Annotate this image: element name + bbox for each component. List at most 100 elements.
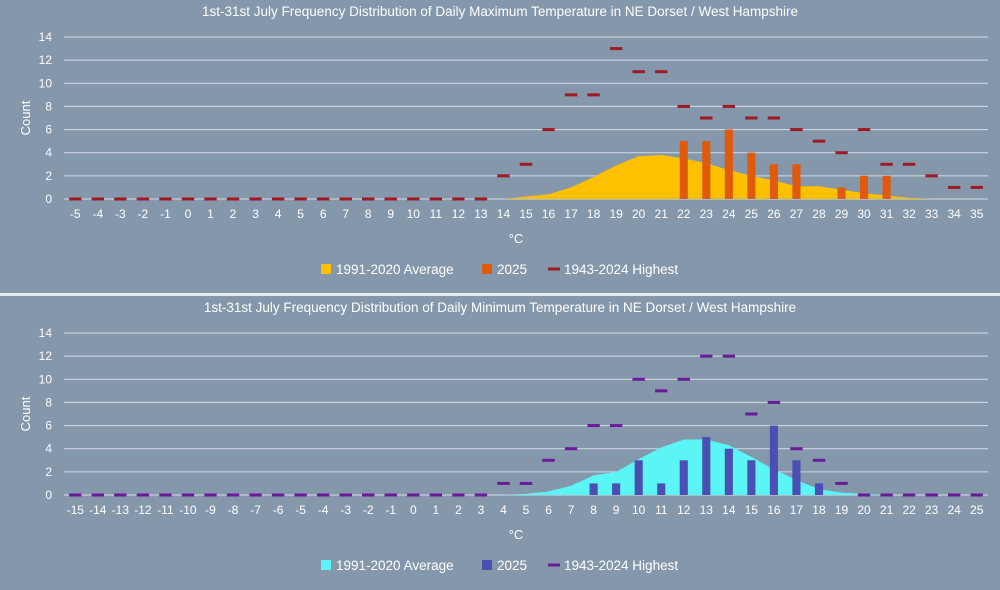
- y-tick-label: 12: [39, 53, 53, 67]
- y-tick-label: 0: [45, 192, 52, 206]
- bar-2025: [702, 141, 711, 199]
- x-tick-label: 17: [564, 207, 578, 221]
- x-tick-label: -8: [228, 503, 239, 517]
- legend-swatch-2025: [482, 264, 492, 274]
- legend-label-2025: 2025: [497, 558, 527, 573]
- x-tick-label: 2: [230, 207, 237, 221]
- x-tick-label: 10: [632, 503, 646, 517]
- x-tick-label: -7: [250, 503, 261, 517]
- x-tick-label: 24: [948, 503, 962, 517]
- x-tick-label: 6: [545, 503, 552, 517]
- x-tick-label: 11: [430, 207, 443, 221]
- x-tick-label: -3: [340, 503, 351, 517]
- x-tick-label: 25: [745, 207, 759, 221]
- y-tick-label: 8: [45, 99, 52, 113]
- y-tick-label: 6: [45, 419, 52, 433]
- x-tick-label: 13: [474, 207, 488, 221]
- x-tick-label: 15: [519, 207, 533, 221]
- y-axis-title: Count: [18, 100, 33, 135]
- x-tick-label: 2: [455, 503, 462, 517]
- bar-2025: [724, 448, 733, 495]
- x-tick-label: 21: [655, 207, 669, 221]
- x-tick-label: 9: [387, 207, 394, 221]
- y-tick-label: 14: [39, 30, 53, 44]
- x-tick-label: -14: [89, 503, 107, 517]
- x-tick-label: 14: [722, 503, 736, 517]
- x-tick-label: 19: [609, 207, 623, 221]
- x-tick-label: 16: [767, 503, 781, 517]
- bar-2025: [589, 483, 598, 495]
- x-axis-title: °C: [509, 527, 524, 542]
- x-tick-label: -2: [363, 503, 374, 517]
- x-tick-label: 13: [700, 503, 714, 517]
- x-tick-label: 18: [587, 207, 601, 221]
- x-tick-label: -15: [67, 503, 85, 517]
- x-tick-label: 6: [320, 207, 327, 221]
- average-area: [75, 439, 977, 495]
- legend: 1991-2020 Average 2025 1943-2024 Highest: [321, 262, 678, 277]
- y-tick-label: 0: [45, 488, 52, 502]
- max-temperature-chart: 1st-31st July Frequency Distribution of …: [18, 4, 988, 277]
- min-temperature-chart: 1st-31st July Frequency Distribution of …: [18, 300, 988, 573]
- x-tick-label: 3: [478, 503, 485, 517]
- chart-divider: [0, 293, 1000, 296]
- x-tick-label: 4: [500, 503, 507, 517]
- x-tick-label: 20: [632, 207, 646, 221]
- x-tick-label: -4: [92, 207, 103, 221]
- x-tick-label: -10: [179, 503, 197, 517]
- x-tick-label: 16: [542, 207, 556, 221]
- x-tick-label: 28: [812, 207, 826, 221]
- legend-swatch-average: [321, 560, 331, 570]
- x-axis-title: °C: [509, 231, 524, 246]
- legend: 1991-2020 Average 2025 1943-2024 Highest: [321, 558, 678, 573]
- y-tick-label: 10: [39, 372, 53, 386]
- x-tick-label: 12: [452, 207, 466, 221]
- y-axis-title: Count: [18, 396, 33, 431]
- x-tick-label: 33: [925, 207, 939, 221]
- x-tick-label: 22: [677, 207, 691, 221]
- y-tick-label: 12: [39, 349, 53, 363]
- bar-2025: [837, 187, 846, 199]
- x-tick-label: 21: [880, 503, 894, 517]
- x-tick-label: 7: [342, 207, 349, 221]
- x-tick-label: 15: [745, 503, 759, 517]
- x-tick-label: 5: [523, 503, 530, 517]
- bar-2025: [679, 141, 688, 199]
- x-tick-label: -5: [70, 207, 81, 221]
- x-tick-label: 24: [722, 207, 736, 221]
- bar-2025: [724, 129, 733, 199]
- x-tick-label: 19: [835, 503, 849, 517]
- bar-2025: [702, 437, 711, 495]
- bar-2025: [634, 460, 643, 495]
- x-tick-label: -13: [112, 503, 130, 517]
- legend-label-highest: 1943-2024 Highest: [564, 262, 678, 277]
- bar-2025: [769, 425, 778, 495]
- bar-2025: [679, 460, 688, 495]
- legend-label-average: 1991-2020 Average: [336, 262, 454, 277]
- x-tick-label: 30: [857, 207, 871, 221]
- y-tick-label: 2: [45, 169, 52, 183]
- legend-label-average: 1991-2020 Average: [336, 558, 454, 573]
- x-tick-label: 9: [613, 503, 620, 517]
- x-tick-label: -2: [138, 207, 149, 221]
- bar-2025: [859, 175, 869, 199]
- x-tick-label: 18: [812, 503, 826, 517]
- x-tick-label: -3: [115, 207, 126, 221]
- bar-2025: [814, 483, 824, 495]
- bar-2025: [612, 483, 621, 495]
- x-tick-label: 1: [433, 503, 440, 517]
- x-tick-label: -11: [157, 503, 174, 517]
- x-tick-label: 29: [835, 207, 849, 221]
- y-tick-label: 4: [45, 442, 52, 456]
- bar-2025: [657, 483, 666, 495]
- x-tick-label: -6: [273, 503, 284, 517]
- x-tick-label: -9: [205, 503, 216, 517]
- x-tick-label: -12: [134, 503, 152, 517]
- x-tick-label: 8: [365, 207, 372, 221]
- y-tick-label: 8: [45, 395, 52, 409]
- x-tick-label: 12: [677, 503, 691, 517]
- y-tick-label: 2: [45, 465, 52, 479]
- x-tick-label: 23: [700, 207, 714, 221]
- x-tick-label: 26: [767, 207, 781, 221]
- y-tick-label: 14: [39, 326, 53, 340]
